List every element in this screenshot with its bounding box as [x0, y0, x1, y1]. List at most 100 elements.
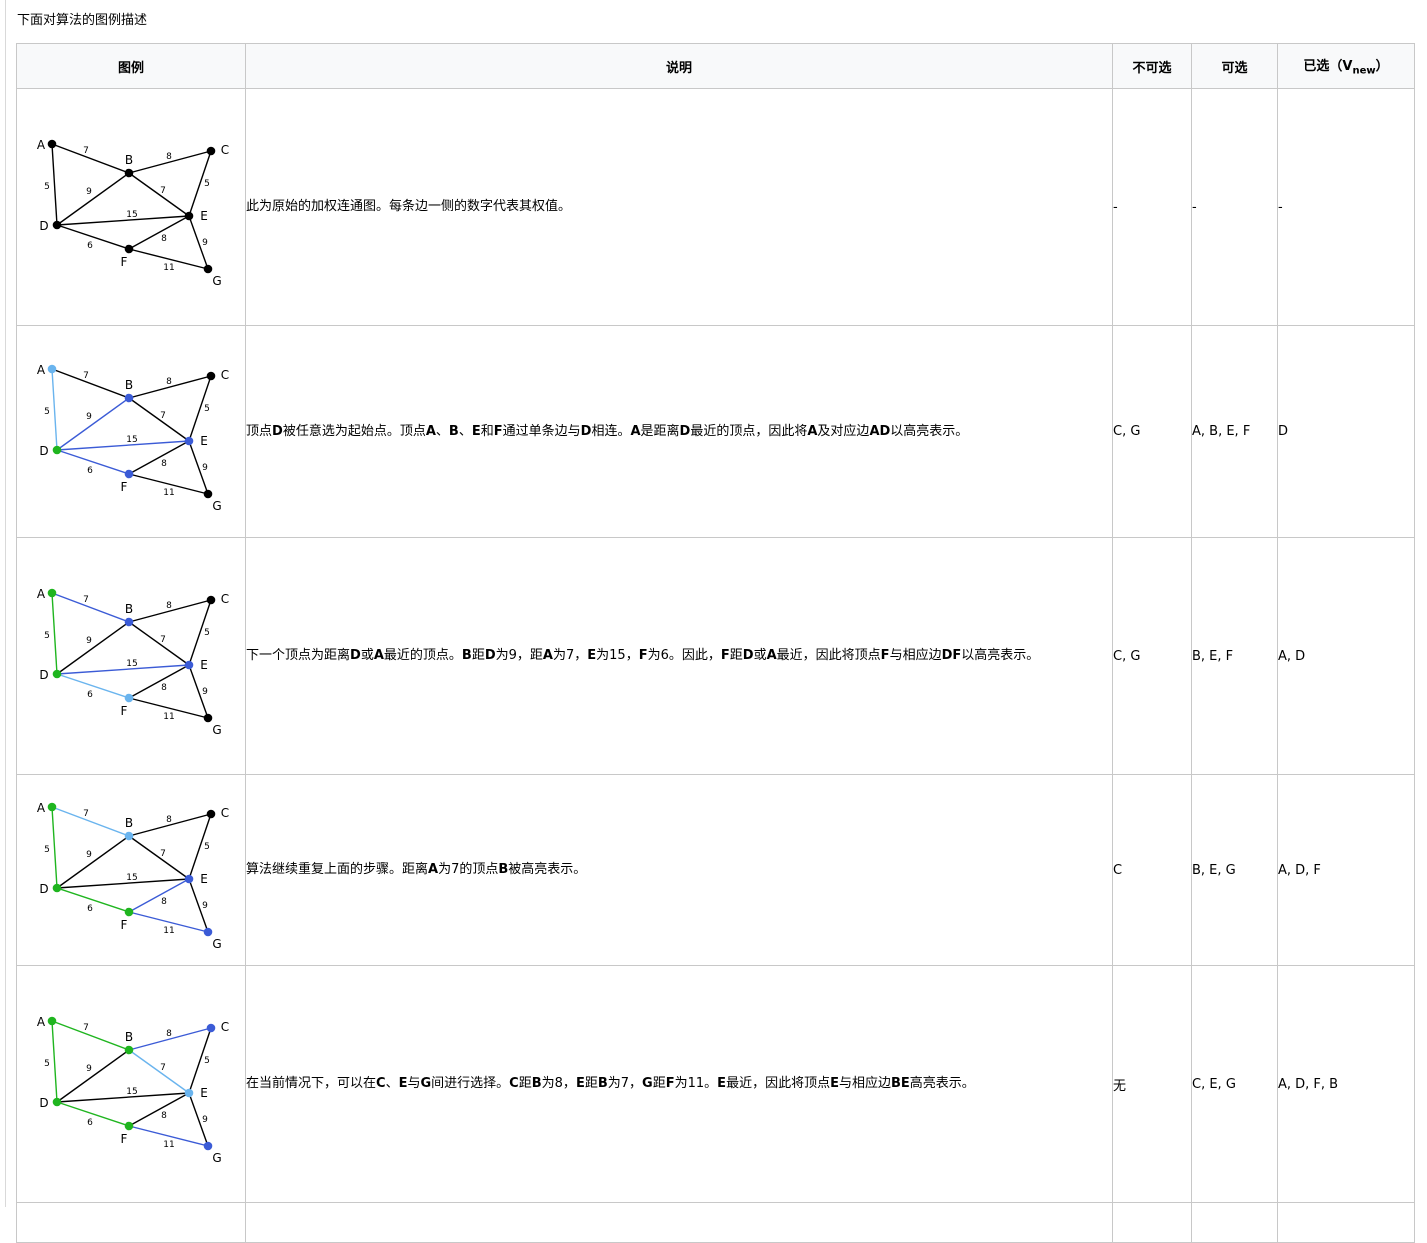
edge-eg [188, 1092, 209, 1147]
edge-weight-label: 7 [83, 146, 89, 156]
selected-cell: - [1277, 88, 1415, 326]
description-text: 为9，距 [495, 648, 543, 663]
description-bold: B [498, 862, 509, 877]
graph-figure: 7 5 8 9 7 5 15 6 8 9 11 A B C D E F G [37, 363, 229, 513]
graph-figure: 7 5 8 9 7 5 15 6 8 9 11 A B C D E F G [37, 1015, 229, 1165]
description-bold: F [638, 648, 648, 663]
figure-cell: 7 5 8 9 7 5 15 6 8 9 11 A B C D E F G [16, 965, 246, 1203]
description-bold: E [587, 648, 597, 663]
edge-fg [128, 911, 209, 933]
edge-df [56, 673, 130, 699]
edge-be [128, 835, 190, 880]
edge-bc [128, 1027, 212, 1051]
edge-weight-label: 5 [204, 1056, 210, 1066]
edge-weight-label: 9 [202, 463, 208, 473]
description-text: 距 [729, 648, 743, 663]
vertex-b [124, 168, 134, 178]
vertex-g [203, 264, 213, 274]
vertex-label: G [212, 723, 221, 737]
vertex-label: G [212, 274, 221, 288]
vertex-a [47, 364, 57, 374]
description-bold: E [471, 423, 481, 439]
edge-eg [188, 440, 209, 495]
description-bold: D [484, 648, 496, 663]
vertex-label: C [221, 143, 229, 157]
description-cell: 下一个顶点为距离D或A最近的顶点。B距D为9，距A为7，E为15，F为6。因此，… [245, 537, 1113, 775]
vertex-label: G [212, 937, 221, 951]
edge-ef [128, 440, 190, 475]
edge-weight-label: 9 [202, 901, 208, 911]
vertex-g [203, 713, 213, 723]
vertex-a [47, 139, 57, 149]
description-text: 为7， [607, 1076, 643, 1091]
edge-be [128, 397, 190, 442]
vertex-b [124, 831, 134, 841]
vertex-label: F [121, 918, 128, 932]
unavailable-cell: C [1112, 774, 1192, 966]
description-text: 、 [385, 1076, 399, 1091]
vertex-b [124, 617, 134, 627]
vertex-label: D [39, 219, 48, 233]
description-text: 与 [407, 1076, 421, 1091]
vertex-label: A [37, 587, 46, 601]
description-text: 下一个顶点为距离 [246, 648, 351, 663]
edge-bd [56, 621, 130, 675]
vertex-label: B [125, 602, 133, 616]
vertex-a [47, 588, 57, 598]
figure-cell: 7 5 8 9 7 5 15 6 8 9 11 A B C D E F G [16, 325, 246, 538]
edge-weight-label: 7 [83, 371, 89, 381]
description-bold: G [642, 1076, 653, 1091]
legend-table: 图例 说明 不可选 可选 已选（Vnew） 7 5 8 9 7 5 15 6 8 9 11 A B C D E… [16, 43, 1415, 1243]
description-text: 最近，因此将顶点 [726, 1076, 831, 1091]
description-text: 相连。 [591, 423, 631, 439]
edge-ce [188, 375, 212, 442]
header-description: 说明 [245, 43, 1113, 89]
edge-bc [128, 599, 212, 623]
description-text: 距 [471, 648, 485, 663]
table-header-row: 图例 说明 不可选 可选 已选（Vnew） [16, 43, 1415, 89]
edge-weight-label: 7 [83, 1023, 89, 1033]
edge-bc [128, 150, 212, 174]
edge-df [56, 887, 130, 913]
edge-fg [128, 697, 209, 719]
edge-ad [51, 143, 58, 226]
vertex-e [184, 436, 194, 446]
description-text: 、 [435, 423, 449, 439]
vertex-g [203, 1141, 213, 1151]
vertex-f [124, 907, 134, 917]
available-cell: A, B, E, F [1191, 325, 1278, 538]
description-bold: A [425, 423, 436, 439]
edge-weight-label: 15 [126, 659, 137, 669]
edge-weight-label: 11 [163, 263, 174, 273]
edge-weight-label: 15 [126, 210, 137, 220]
vertex-label: E [200, 872, 208, 886]
edge-de [56, 664, 190, 675]
header-unavailable: 不可选 [1112, 43, 1192, 89]
selected-cell: A, D, F [1277, 774, 1415, 966]
edge-weight-label: 7 [160, 186, 166, 196]
edge-eg [188, 664, 209, 719]
description-bold: D [679, 423, 691, 439]
selected-cell [1277, 1202, 1415, 1243]
edge-de [56, 1092, 190, 1103]
description-text: 距 [518, 1076, 532, 1091]
edge-weight-label: 8 [166, 377, 172, 387]
edge-weight-label: 8 [161, 234, 167, 244]
vertex-label: F [121, 704, 128, 718]
edge-weight-label: 5 [44, 182, 50, 192]
vertex-label: G [212, 499, 221, 513]
edge-weight-label: 8 [166, 601, 172, 611]
edge-ad [51, 806, 58, 889]
description-text: 最近，因此将顶点 [776, 648, 881, 663]
vertex-c [206, 1023, 216, 1033]
edge-bd [56, 172, 130, 226]
edge-be [128, 1049, 190, 1094]
description-text: 为6。因此， [647, 648, 721, 663]
edge-df [56, 1101, 130, 1127]
edge-ab [51, 1020, 130, 1051]
description-bold: A [373, 648, 384, 663]
description-bold: B [531, 1076, 542, 1091]
vertex-g [203, 489, 213, 499]
vertex-f [124, 244, 134, 254]
edge-de [56, 878, 190, 889]
